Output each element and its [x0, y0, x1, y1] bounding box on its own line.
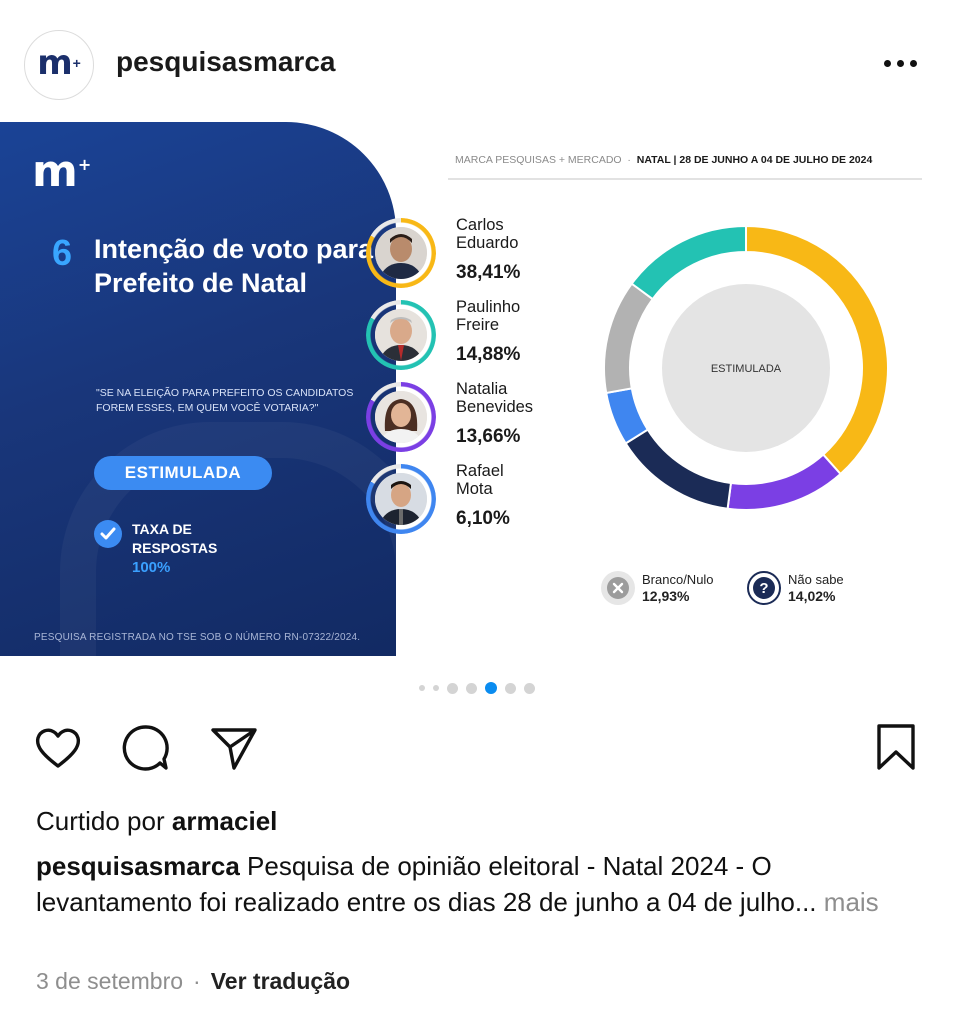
- post-image[interactable]: m + 6 Intenção de voto para Prefeito de N…: [0, 122, 954, 656]
- carousel-dot: [524, 682, 535, 694]
- candidate-photo: [375, 227, 427, 279]
- caption: pesquisasmarca Pesquisa de opinião eleit…: [36, 848, 916, 920]
- legend-branco-nulo: Branco/Nulo 12,93%: [600, 570, 740, 610]
- caption-more-link[interactable]: mais: [823, 887, 879, 917]
- post-date: 3 de setembro: [36, 968, 184, 994]
- registration-note: PESQUISA REGISTRADA NO TSE SOB O NÚMERO …: [34, 632, 361, 643]
- carousel-dot: [485, 682, 497, 694]
- post-header: m + pesquisasmarca: [0, 0, 954, 122]
- carousel-dot: [433, 685, 439, 691]
- post-meta: 3 de setembro · Ver tradução: [36, 968, 351, 994]
- heart-icon[interactable]: [32, 722, 84, 774]
- brand-logo: m +: [32, 146, 91, 197]
- avatar-logo: m: [37, 43, 72, 83]
- likes-line: Curtido por armaciel: [36, 806, 278, 836]
- post-title: Intenção de voto para Prefeito de Natal: [94, 234, 374, 298]
- question-circle-icon: ?: [746, 570, 782, 606]
- avatar[interactable]: m +: [24, 30, 94, 100]
- legend-nao-sabe: ? Não sabe 14,02%: [746, 570, 886, 610]
- carousel-dot: [419, 685, 425, 691]
- candidate-photo: [375, 309, 427, 361]
- candidate-percent: 13,66%: [456, 426, 521, 447]
- source-line: MARCA PESQUISAS + MERCADO · NATAL | 28 D…: [455, 154, 873, 166]
- candidate-rafael-mota: Rafael Mota 6,10%: [366, 462, 616, 544]
- x-circle-icon: [600, 570, 636, 606]
- svg-text:?: ?: [759, 580, 768, 597]
- info-panel: m + 6 Intenção de voto para Prefeito de N…: [0, 122, 432, 656]
- donut-center: [662, 284, 830, 452]
- action-bar: [0, 722, 954, 778]
- carousel-dot: [466, 682, 477, 694]
- carousel-dot: [505, 682, 516, 694]
- more-options-icon[interactable]: [884, 48, 928, 78]
- candidate-percent: 6,10%: [456, 508, 510, 529]
- response-rate: TAXA DE RESPOSTAS 100%: [132, 521, 218, 576]
- liked-by-user[interactable]: armaciel: [171, 806, 278, 836]
- candidate-photo: [375, 473, 427, 525]
- donut-chart: ESTIMULADA: [604, 226, 888, 510]
- donut-slice-branco-nulo: [604, 282, 655, 395]
- slide-number: 6: [52, 232, 73, 273]
- survey-question: "SE NA ELEIÇÃO PARA PREFEITO OS CANDIDAT…: [96, 387, 354, 414]
- donut-slice-natalia-benevides: [726, 453, 842, 510]
- translate-link[interactable]: Ver tradução: [210, 968, 351, 994]
- check-icon: [94, 520, 122, 548]
- scenario-badge: ESTIMULADA: [94, 456, 272, 490]
- comment-icon[interactable]: [120, 722, 172, 774]
- bookmark-icon[interactable]: [870, 722, 922, 774]
- carousel-indicator: [0, 682, 954, 694]
- caption-text: Pesquisa de opinião eleitoral - Natal 20…: [36, 851, 817, 917]
- username[interactable]: pesquisasmarca: [116, 46, 336, 77]
- carousel-dot: [447, 682, 458, 694]
- candidate-percent: 14,88%: [456, 344, 521, 365]
- candidate-carlos-eduardo: Carlos Eduardo 38,41%: [366, 216, 616, 298]
- send-icon[interactable]: [208, 722, 260, 774]
- candidate-natalia-benevides: Natalia Benevides 13,66%: [366, 380, 616, 462]
- candidate-photo: [375, 391, 427, 443]
- donut-slice-paulinho-freire: [630, 226, 747, 301]
- caption-username[interactable]: pesquisasmarca: [36, 851, 240, 881]
- candidate-paulinho-freire: Paulinho Freire 14,88%: [366, 298, 616, 380]
- donut-center-label: ESTIMULADA: [711, 363, 782, 375]
- candidate-percent: 38,41%: [456, 262, 521, 283]
